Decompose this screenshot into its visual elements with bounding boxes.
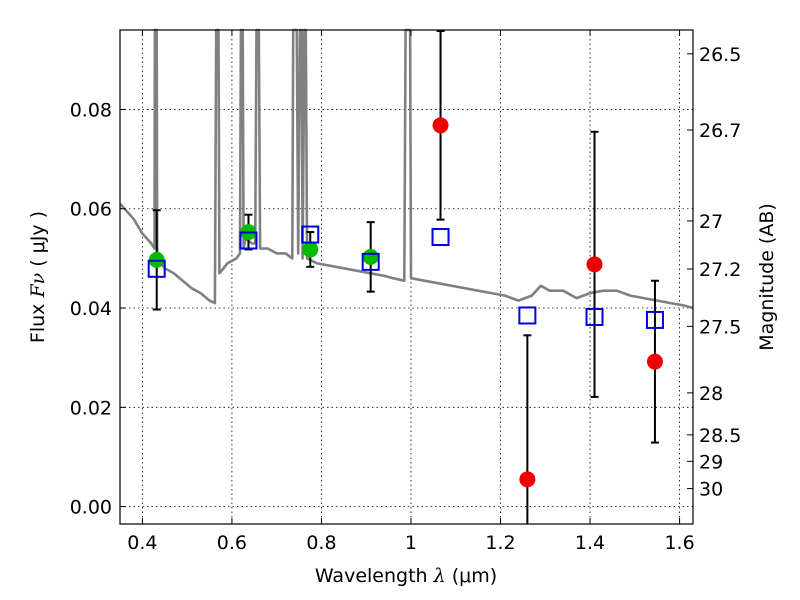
model-flux-square (147, 259, 166, 278)
x-tick-label: 1.2 (485, 532, 515, 554)
y-tick-label: 0.04 (70, 298, 112, 320)
detected-flux-point (302, 241, 319, 258)
x-tick-label: 0.6 (217, 532, 247, 554)
observed-flux-point (586, 256, 603, 273)
x-tick-label: 1.4 (575, 532, 605, 554)
x-axis-symbol: λ (433, 565, 446, 587)
x-axis-ticks: 0.4 0.6 0.8 1 1.2 1.4 1.6 (127, 30, 695, 554)
y-tick-label: 0.08 (70, 99, 112, 121)
model-flux-square (239, 231, 258, 250)
model-flux-square (518, 306, 537, 325)
right-tick-label: 26.7 (699, 120, 741, 142)
observed-flux-point (432, 117, 449, 134)
observed-flux-point (646, 353, 663, 370)
y-tick-label: 0.06 (70, 199, 112, 221)
model-flux-square (431, 228, 450, 247)
y-axis-ticks: 0.00 0.02 0.04 0.06 0.08 (70, 99, 126, 519)
y-tick-label: 0.02 (70, 397, 112, 419)
y-tick-label: 0.00 (70, 497, 112, 519)
plot-frame (119, 29, 694, 525)
x-tick-label: 0.4 (127, 532, 157, 554)
right-tick-label: 28.5 (699, 425, 741, 447)
right-tick-label: 29 (699, 451, 723, 473)
right-tick-label: 27 (699, 211, 723, 233)
detected-flux-point (362, 248, 379, 265)
x-tick-label: 1 (405, 532, 417, 554)
model-flux-square (645, 310, 664, 329)
model-flux-square (301, 225, 320, 244)
right-tick-label: 28 (699, 383, 723, 405)
right-axis-label: Magnitude (AB) (756, 203, 778, 351)
right-tick-label: 26.5 (699, 44, 741, 66)
photometry-markers (147, 29, 664, 524)
x-tick-label: 1.6 (664, 532, 694, 554)
x-tick-label: 0.8 (306, 532, 336, 554)
model-flux-square (361, 252, 380, 271)
right-axis-ticks: 26.5 26.7 27 27.2 27.5 28 28.5 29 30 (687, 44, 741, 501)
y-axis-label: Flux Fν ( μJy ) (27, 211, 49, 343)
right-tick-label: 30 (699, 479, 723, 501)
model-spectrum-layer (119, 28, 694, 310)
y-axis-symbol: Fν (27, 272, 49, 298)
model-spectrum-line (119, 28, 694, 310)
right-tick-label: 27.5 (699, 316, 741, 338)
model-flux-square (585, 307, 604, 326)
right-tick-label: 27.2 (699, 259, 741, 281)
x-axis-label: Wavelength λ (μm) (315, 565, 497, 587)
observed-flux-point (519, 471, 536, 488)
